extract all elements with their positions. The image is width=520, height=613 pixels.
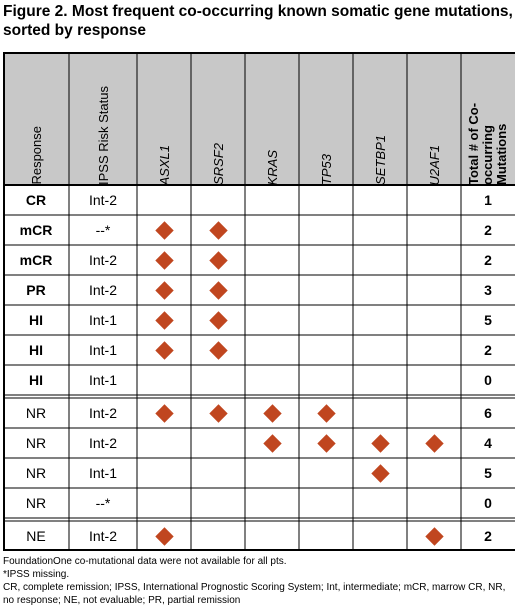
header-kras: KRAS [245,52,299,185]
cell-response: PR [26,282,46,298]
cell-ipss-risk-status: Int-1 [88,342,117,358]
header-response: Response [3,52,69,185]
cell-ipss-risk-status: Int-1 [88,372,117,388]
header-u2af1: U2AF1 [407,52,461,185]
header-asxl1: ASXL1 [137,52,191,185]
footnote-availability: FoundationOne co-mutational data were no… [3,556,287,567]
header-ipss-risk-status: IPSS Risk Status [69,52,137,185]
cell-response: NR [25,465,47,481]
cell-total-mutations: 2 [484,342,492,358]
cell-ipss-risk-status: Int-2 [88,435,117,451]
cell-ipss-risk-status: --* [95,222,111,238]
cell-ipss-risk-status: Int-2 [88,528,117,544]
cell-total-mutations: 2 [484,528,492,544]
cell-total-mutations: 4 [484,435,492,451]
header-tp53: TP53 [299,52,353,185]
cell-response: NR [25,405,47,421]
header-label: KRAS [264,149,280,185]
table-grid [3,52,515,551]
footnotes: FoundationOne co-mutational data were no… [3,555,517,607]
cell-total-mutations: 0 [484,372,492,388]
header-label: SETBP1 [372,135,388,185]
cell-response: mCR [19,252,53,268]
cell-ipss-risk-status: Int-2 [88,282,117,298]
header-label: SRSF2 [210,143,226,185]
header-total-mutations: Total # of Co-occurring Mutations [461,52,515,185]
cell-total-mutations: 6 [484,405,492,421]
header-srsf2: SRSF2 [191,52,245,185]
cell-total-mutations: 5 [484,465,492,481]
cell-response: NE [26,528,46,544]
cell-response: HI [29,312,43,328]
figure-title: Figure 2. Most frequent co-occurring kno… [3,3,513,39]
header-label: Total # of Co-occurring Mutations [466,102,509,185]
cell-ipss-risk-status: Int-1 [88,465,117,481]
cell-ipss-risk-status: --* [95,495,111,511]
cell-total-mutations: 2 [484,222,492,238]
cell-total-mutations: 3 [484,282,492,298]
cell-response: HI [29,342,43,358]
footnote-ipss-missing: *IPSS missing. [3,569,70,580]
cell-ipss-risk-status: Int-2 [88,405,117,421]
cell-response: NR [25,495,47,511]
cell-ipss-risk-status: Int-2 [88,252,117,268]
cell-response: HI [29,372,43,388]
cell-ipss-risk-status: Int-1 [88,312,117,328]
cell-ipss-risk-status: Int-2 [88,192,117,208]
footnote-abbreviations: CR, complete remission; IPSS, Internatio… [3,582,506,606]
header-background [3,52,515,185]
header-label: ASXL1 [156,144,172,185]
header-label: Response [28,126,44,185]
cell-total-mutations: 1 [484,192,492,208]
mutation-table: Response IPSS Risk Status ASXL1 SRSF2 KRAS TP… [3,52,515,554]
header-label: IPSS Risk Status [95,86,111,185]
cell-total-mutations: 0 [484,495,492,511]
cell-response: mCR [19,222,53,238]
cell-total-mutations: 2 [484,252,492,268]
header-label: U2AF1 [426,144,442,185]
header-setbp1: SETBP1 [353,52,407,185]
cell-total-mutations: 5 [484,312,492,328]
cell-response: CR [25,192,47,208]
cell-response: NR [25,435,47,451]
header-label: TP53 [318,153,334,185]
